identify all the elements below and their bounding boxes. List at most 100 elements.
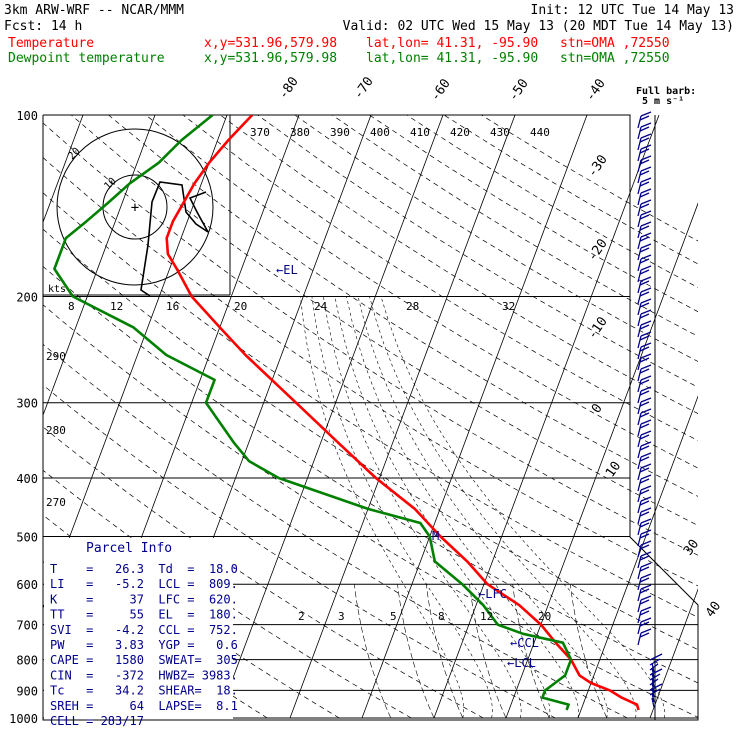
isotherm-label: -20	[585, 236, 611, 264]
wind-barb-flag	[640, 155, 652, 161]
isotherm	[649, 588, 698, 719]
dry-adiabat	[43, 192, 698, 618]
dry-adiabat	[43, 156, 698, 587]
ccl-marker: ←CCL	[510, 636, 539, 650]
wind-barb-flag	[640, 353, 652, 359]
wind-barb-flag	[640, 287, 652, 293]
wind-barb-flag	[639, 511, 650, 517]
wind-barb-flag	[639, 478, 650, 484]
wind-barb-flag	[640, 474, 652, 480]
wind-barb-flag	[639, 126, 650, 132]
wind-barb-flag	[639, 346, 650, 352]
moist-adiabat	[380, 296, 666, 719]
wind-barb-flag	[639, 423, 650, 429]
moist-adiabat	[323, 296, 522, 719]
wind-barb	[637, 214, 642, 228]
hodograph-ring-label-outer: 20	[66, 146, 82, 162]
pressure-tick-label: 900	[16, 684, 38, 698]
mixing-ratio-line	[512, 584, 550, 719]
dewpoint-station: stn=OMA ,72550	[560, 51, 670, 66]
wind-barb	[637, 280, 642, 294]
wind-barb	[637, 610, 642, 624]
pressure-tick-label: 700	[16, 619, 38, 633]
parcel-info-row: SREH = 64 LAPSE= 8.1	[50, 699, 238, 713]
wind-barb-flag	[639, 445, 650, 451]
temperature-station: stn=OMA ,72550	[560, 36, 670, 51]
wind-barb	[637, 126, 642, 140]
theta-e-label: 390	[330, 126, 350, 139]
wind-barb	[637, 544, 642, 558]
wind-barb-flag	[640, 232, 652, 238]
wind-barb-flag	[639, 258, 650, 264]
barb-note-line1: Full barb:	[636, 86, 696, 97]
moist-adiabat	[300, 296, 465, 719]
wind-barb-flag	[640, 485, 652, 491]
isotherm-label: -50	[506, 76, 532, 104]
moist-adiabat	[357, 296, 608, 719]
wind-barb-flag	[639, 302, 650, 308]
wind-barb-flag	[640, 419, 652, 425]
moist-adiabat	[369, 296, 637, 719]
wind-barb-flag	[640, 331, 652, 337]
wind-barb	[637, 478, 642, 492]
dry-adiabat	[182, 115, 698, 441]
wind-barb-flag	[640, 364, 652, 370]
wind-barb-low	[649, 683, 663, 691]
wind-barb	[637, 269, 642, 283]
dry-adiabat	[257, 115, 698, 388]
theta-e-label: 440	[530, 126, 550, 139]
wind-barb	[637, 632, 642, 646]
wind-barb	[637, 357, 642, 371]
parcel-info-row: CELL = 283/17	[50, 714, 144, 728]
wind-barb-flag	[639, 434, 650, 440]
wind-barb	[637, 588, 642, 602]
moist-adiabat-label: 20	[234, 300, 247, 313]
isotherm-label: 10	[603, 459, 624, 480]
wind-barb-flag	[639, 192, 650, 198]
dry-adiabat	[443, 115, 698, 265]
moist-adiabat-label: 12	[110, 300, 123, 313]
parcel-info-row: T = 26.3 Td = 18.0	[50, 562, 238, 576]
wind-barb-flag	[640, 606, 652, 612]
wind-barb	[637, 456, 642, 470]
temperature-legend-label: Temperature	[8, 36, 94, 51]
wind-barb	[637, 621, 642, 635]
theta-e-label: 410	[410, 126, 430, 139]
parcel-info-row: TT = 55 EL = 180.	[50, 608, 238, 622]
theta-e-label: 430	[490, 126, 510, 139]
wind-barb-flag	[640, 177, 652, 183]
pressure-tick-label: 500	[16, 530, 38, 544]
parcel-info-panel: Parcel Info T = 26.3 Td = 18.0LI = -5.2 …	[44, 538, 238, 728]
forecast-hour: Fcst: 14 h	[4, 19, 82, 34]
wind-barb	[637, 159, 642, 173]
isotherm	[577, 395, 698, 719]
isotherm-label: 30	[681, 537, 702, 558]
wind-barbs	[637, 111, 663, 720]
init-time: Init: 12 UTC Tue 14 May 13	[531, 3, 735, 18]
moist-adiabat-label: 32	[502, 300, 515, 313]
isotherm	[43, 115, 84, 224]
theta-e-label: 370	[250, 126, 270, 139]
wind-barb-flag	[640, 254, 652, 260]
wind-barb	[637, 258, 642, 272]
wind-barb	[637, 225, 642, 239]
wind-barb	[637, 203, 642, 217]
wind-barb	[637, 500, 642, 514]
wind-barb-low	[649, 663, 659, 671]
wind-barb	[637, 291, 642, 305]
wind-barb-flag	[640, 166, 652, 172]
wind-barb-low	[649, 688, 661, 696]
mixing-ratio-line	[426, 584, 464, 719]
mixing-ratio-line	[397, 584, 435, 719]
pressure-tick-label: 200	[16, 291, 38, 305]
wind-barb-low-staff	[651, 682, 655, 693]
moist-adiabat-label: 24	[314, 300, 328, 313]
wind-barb-flag	[640, 540, 652, 546]
wind-barb-flag	[639, 379, 650, 385]
dewpoint-xy: x,y=531.96,579.98	[204, 51, 337, 66]
wind-barb	[637, 192, 642, 206]
parcel-info-row: LI = -5.2 LCL = 809.	[50, 577, 238, 591]
wind-barb-flag	[639, 170, 650, 176]
isotherm-label: 0	[589, 401, 606, 416]
parcel-info-row: CAPE = 1580 SWEAT= 305	[50, 653, 238, 667]
